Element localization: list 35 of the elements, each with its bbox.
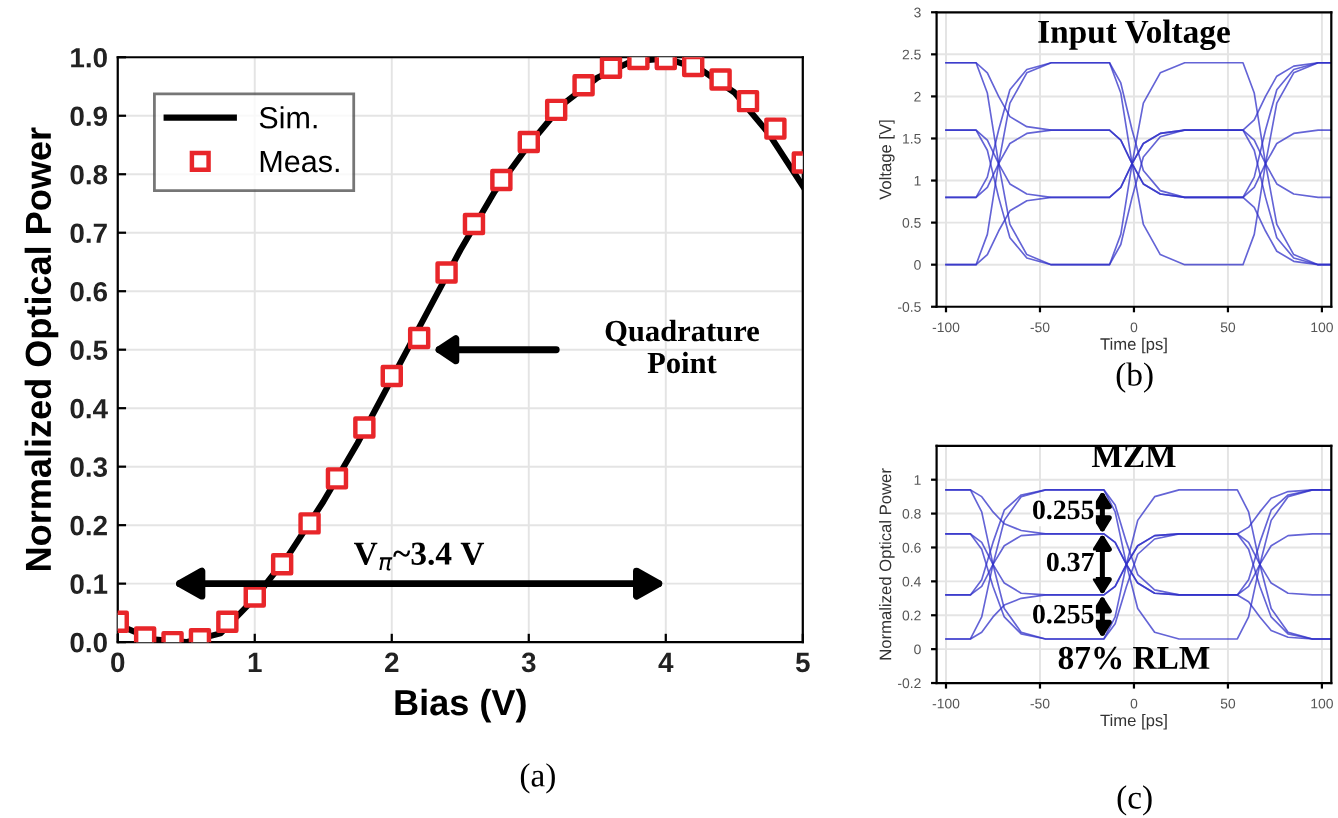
y-tick-label: 0.3 <box>70 457 108 478</box>
annotation: V$_{π}$~3.4 V <box>354 542 485 571</box>
y-tick-label: 0.4 <box>70 398 108 419</box>
y-tick-label: 1.0 <box>71 47 107 68</box>
annotation: 0.255 <box>1033 604 1094 624</box>
legend-label: Sim. <box>259 106 317 129</box>
text: (c) <box>1117 785 1152 816</box>
y-tick-label: 0.6 <box>70 281 108 302</box>
x-tick-label: 2 <box>385 652 399 672</box>
legend-label: Meas. <box>260 151 339 173</box>
x-axis-title: Time [ps] <box>1100 714 1167 730</box>
chart-title: Input Voltage <box>1038 19 1230 51</box>
y-tick-label: 0.8 <box>70 164 108 185</box>
x-tick-label: 4 <box>658 652 674 672</box>
y-tick-label: 0.5 <box>70 340 108 361</box>
annotation: 87% RLM <box>1058 646 1210 670</box>
y-axis-title: Normalized Optical Power <box>879 468 895 660</box>
y-axis-title: Voltage [V] <box>879 120 895 200</box>
x-tick-label: 0 <box>111 652 125 673</box>
y-axis-title: Normalized Optical Power <box>24 127 59 571</box>
x-axis-title: Bias (V) <box>395 688 526 723</box>
annotation: Quadrature Point <box>605 319 759 374</box>
y-tick-label: 0.9 <box>70 106 107 127</box>
y-tick-label: 0.1 <box>70 574 108 594</box>
annotation: 0.37 <box>1046 552 1094 572</box>
x-axis-title: Time [ps] <box>1100 337 1167 354</box>
x-tick-label: 5 <box>795 652 810 673</box>
text: (b) <box>1116 362 1153 393</box>
y-tick-label: 0.2 <box>70 515 107 536</box>
text: (a) <box>520 763 555 794</box>
annotation: 0.255 <box>1033 500 1094 520</box>
y-tick-label: 0.7 <box>70 223 107 244</box>
x-tick-label: 3 <box>521 652 536 673</box>
y-tick-label: 0.0 <box>70 632 107 653</box>
x-tick-label: 1 <box>248 652 262 672</box>
